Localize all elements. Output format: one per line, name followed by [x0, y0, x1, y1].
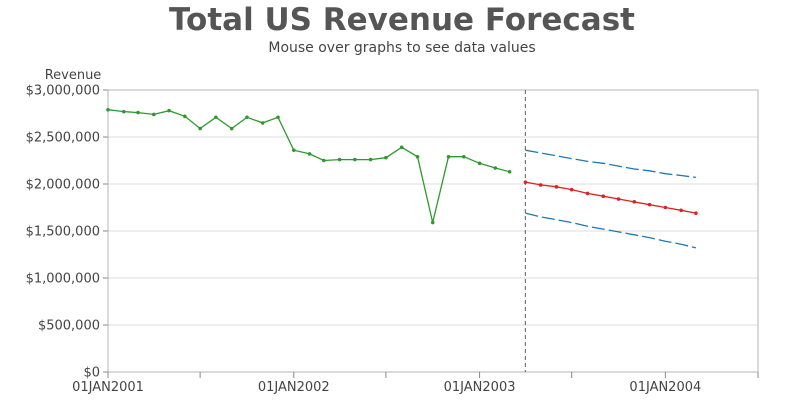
data-point[interactable] — [616, 197, 621, 201]
data-point[interactable] — [245, 115, 249, 120]
data-point[interactable] — [538, 183, 543, 187]
data-point[interactable] — [430, 220, 435, 225]
data-point[interactable] — [260, 121, 265, 125]
data-point[interactable] — [569, 187, 574, 192]
y-tick-label: $2,500,000 — [26, 131, 100, 146]
data-point[interactable] — [461, 154, 466, 159]
y-tick-label: $0 — [83, 366, 100, 381]
x-tick-label: 01JAN2003 — [444, 380, 516, 395]
data-point[interactable] — [477, 161, 482, 166]
y-tick-label: $2,000,000 — [26, 178, 100, 193]
y-tick-label: $500,000 — [38, 319, 100, 334]
y-axis-label: Revenue — [45, 68, 102, 83]
plot-frame — [107, 89, 759, 373]
data-point[interactable] — [152, 112, 156, 117]
chart-subtitle: Mouse over graphs to see data values — [268, 40, 536, 56]
data-point[interactable] — [694, 211, 698, 215]
data-point[interactable] — [183, 114, 187, 119]
data-point[interactable] — [214, 115, 218, 120]
data-point[interactable] — [399, 145, 404, 150]
data-point[interactable] — [167, 108, 171, 113]
data-point[interactable] — [121, 109, 126, 114]
y-tick-label: $1,500,000 — [26, 225, 100, 240]
data-point[interactable] — [554, 185, 559, 189]
data-point[interactable] — [523, 180, 528, 184]
chart-title: Total US Revenue Forecast — [169, 2, 635, 38]
data-point[interactable] — [106, 107, 110, 112]
data-point[interactable] — [337, 157, 342, 162]
lower-confidence-line[interactable] — [525, 212, 697, 249]
upper-confidence-line[interactable] — [525, 149, 696, 179]
x-tick-label: 01JAN2002 — [258, 380, 330, 395]
x-tick-label: 01JAN2004 — [629, 380, 701, 395]
forecast-series-line[interactable] — [525, 181, 697, 214]
data-point[interactable] — [585, 191, 590, 196]
data-point[interactable] — [507, 169, 512, 174]
data-point[interactable] — [446, 154, 451, 159]
data-point[interactable] — [384, 155, 388, 160]
data-point[interactable] — [601, 194, 606, 199]
data-point[interactable] — [368, 157, 373, 162]
y-tick-label: $1,000,000 — [26, 272, 100, 287]
data-point[interactable] — [198, 126, 202, 131]
data-point[interactable] — [229, 126, 234, 131]
data-point[interactable] — [322, 158, 326, 163]
data-point[interactable] — [276, 115, 280, 120]
data-point[interactable] — [493, 166, 498, 170]
data-point[interactable] — [632, 200, 637, 204]
data-point[interactable] — [307, 152, 312, 156]
data-point[interactable] — [136, 110, 140, 115]
data-point[interactable] — [415, 154, 420, 159]
data-point[interactable] — [663, 205, 668, 210]
data-point[interactable] — [679, 208, 683, 213]
actual-series-line[interactable] — [107, 109, 510, 223]
x-tick-label: 01JAN2001 — [72, 380, 144, 395]
data-point[interactable] — [353, 157, 357, 162]
data-point[interactable] — [291, 148, 296, 152]
data-point[interactable] — [647, 202, 652, 207]
y-tick-label: $3,000,000 — [26, 84, 100, 99]
